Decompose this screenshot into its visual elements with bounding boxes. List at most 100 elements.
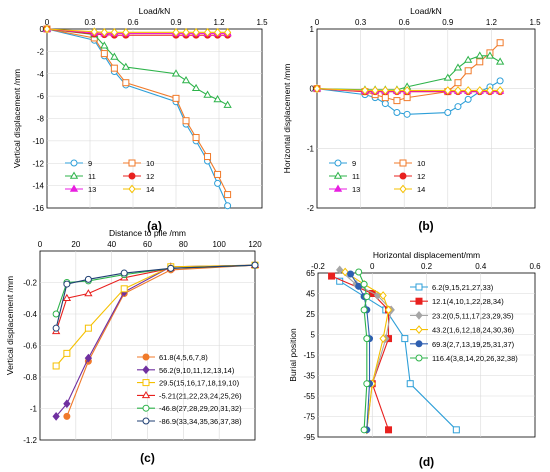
y-tick-label: -4 [37,70,45,79]
y-tick-label: -16 [32,204,44,213]
data-point [181,76,191,84]
legend-entry: 23.2(0,5,11,17,23,29,35) [432,311,514,320]
data-point [496,77,504,85]
data-point [251,261,259,269]
data-point [90,27,98,37]
data-point [496,86,504,95]
panel-b: 0 0.3 0.6 0.9 1.2 1.510-1-2Load/kNHorizontal … [282,6,541,233]
x-axis-label: Load/kN [139,6,171,16]
data-point [379,291,387,300]
legend-entry: 14 [146,185,154,194]
data-point [381,86,389,95]
data-point [110,52,119,60]
data-point [476,58,484,66]
data-point [403,94,411,102]
data-point [360,306,368,314]
data-point [84,275,92,283]
data-point [203,90,212,98]
data-point [52,324,60,332]
legend-marker [399,184,407,194]
legend-entry: 69.3(2,7,13,19,25,31,37) [432,340,515,349]
data-point [381,100,389,108]
data-point [454,79,462,87]
data-point [110,64,118,72]
data-point [384,305,393,315]
data-point [463,55,473,63]
data-point [476,86,484,95]
legend-marker [70,159,78,167]
y-tick-label: 0 [310,85,315,94]
legend-entry: -5.21(21,22,23,24,25,26) [159,391,242,400]
legend-marker [142,417,150,425]
x-tick-label: 1.2 [486,18,498,27]
data-point [52,411,60,421]
x-tick-label: 120 [248,240,262,249]
data-point [403,86,411,95]
legend-marker [142,404,150,412]
x-tick-label: 0.9 [170,18,182,27]
legend-entry: 11 [352,172,360,181]
data-point [464,86,472,95]
data-point [363,293,371,301]
legend-entry: 116.4(3,8,14,20,26,32,38) [432,354,518,363]
y-tick-label: -2 [307,204,315,213]
legend-marker [415,325,423,334]
data-point [336,265,344,275]
data-point [172,27,180,37]
data-point [122,79,130,87]
y-tick-label: -14 [32,182,44,191]
data-point [368,290,376,297]
legend-entry: 43.2(1,6,12,18,24,30,36) [432,326,515,335]
legend-entry: 13 [352,185,360,194]
data-point [224,191,232,199]
data-point [363,380,371,388]
legend-entry: 9 [352,159,356,168]
data-point [406,380,414,388]
data-point [371,86,379,95]
data-point [475,51,484,59]
legend-marker [415,297,423,305]
data-point [379,334,387,343]
data-point [223,27,232,37]
legend-marker [415,311,423,320]
data-point [84,353,93,363]
data-point [381,94,389,102]
y-tick-label: -10 [32,137,44,146]
panel-a: 0 0.3 0.6 0.9 1.2 1.5 0 -2 -4 -6 -8 -10 -12 -14 -16 Loa… [12,6,268,233]
y-tick-label: 25 [306,310,315,319]
legend-entry: 11 [88,172,96,181]
data-point [495,57,505,65]
legend-entry: -46.8(27,28,29,20,31,32) [159,404,242,413]
x-tick-label: -0.2 [311,262,325,271]
plot-area [316,28,536,209]
data-point [192,27,200,37]
legend-entry: 9 [88,159,92,168]
data-point [84,324,92,332]
data-point [444,86,452,95]
x-tick-label: 0.6 [127,18,139,27]
data-point [52,362,60,370]
x-tick-label: 0 [38,240,43,249]
y-tick-label: 0 [40,25,45,34]
panel-c: 0 20 40 60 80 100 120 -0.2 -0.4 -0.6 -0.8 -1 -1.2 Dis… [5,228,262,465]
x-tick-label: 100 [212,240,226,249]
data-point [360,426,368,434]
y-tick-label: -15 [303,351,315,360]
x-tick-label: 20 [71,240,80,249]
y-tick-label: -1 [30,405,38,414]
legend-marker [69,184,79,192]
legend-marker [399,159,407,167]
data-point [453,63,463,71]
legend-marker [128,159,136,167]
x-tick-label: 1.5 [529,18,541,27]
y-tick-label: -0.2 [23,279,37,288]
data-point [485,51,495,59]
data-point [328,272,336,280]
data-point [203,27,212,37]
data-point [347,270,355,278]
y-axis-label: Horizontal displacement /mm [282,64,292,174]
legend-entry: 12.1(4,10,1,22,28,34) [432,297,504,306]
legend-marker [142,379,150,387]
legend-entry: 13 [88,185,96,194]
